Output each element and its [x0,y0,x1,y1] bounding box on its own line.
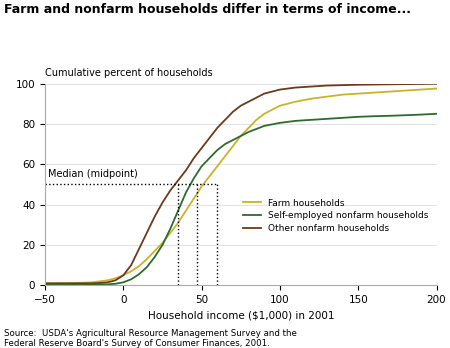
Text: Cumulative percent of households: Cumulative percent of households [45,68,212,78]
X-axis label: Household income ($1,000) in 2001: Household income ($1,000) in 2001 [148,311,334,321]
Text: Median (midpoint): Median (midpoint) [48,169,138,180]
Legend: Farm households, Self-employed nonfarm households, Other nonfarm households: Farm households, Self-employed nonfarm h… [239,195,432,236]
Text: Source:  USDA's Agricultural Resource Management Survey and the
Federal Reserve : Source: USDA's Agricultural Resource Man… [4,329,297,348]
Text: Farm and nonfarm households differ in terms of income...: Farm and nonfarm households differ in te… [4,3,411,16]
